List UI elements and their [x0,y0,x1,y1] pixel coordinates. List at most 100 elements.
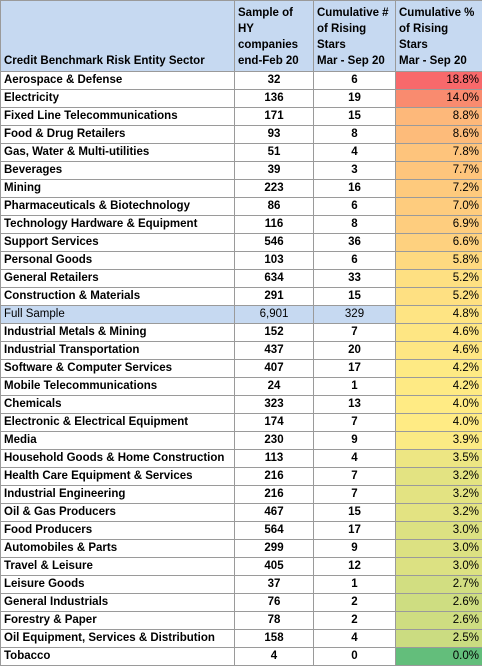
table-row: Fixed Line Telecommunications 171 15 8.8% [0,107,482,126]
table-row: Health Care Equipment & Services 216 7 3.2% [0,467,482,486]
rising-stars-pct-cell: 4.6% [395,323,482,342]
rising-stars-pct-cell: 3.5% [395,449,482,468]
rising-stars-pct-cell: 2.5% [395,629,482,648]
sector-cell: Media [0,431,235,450]
rising-stars-pct-cell: 7.0% [395,197,482,216]
sample-count-cell: 39 [234,161,314,180]
table-row: Industrial Engineering 216 7 3.2% [0,485,482,504]
sample-count-cell: 223 [234,179,314,198]
rising-stars-pct-cell: 8.6% [395,125,482,144]
rising-stars-count-cell: 2 [313,593,396,612]
table-row: Industrial Transportation 437 20 4.6% [0,341,482,360]
sector-cell: Support Services [0,233,235,252]
rising-stars-count-cell: 17 [313,521,396,540]
sample-header-line: end-Feb 20 [238,55,299,67]
rising-pct-column-header: Cumulative % of Rising Stars Mar - Sep 2… [395,0,482,72]
rising-stars-count-cell: 7 [313,485,396,504]
sample-header-line: companies [238,39,299,51]
rising-stars-pct-cell: 2.6% [395,593,482,612]
sample-count-cell: 78 [234,611,314,630]
rising-stars-pct-cell: 3.0% [395,521,482,540]
table-body: Aerospace & Defense 32 6 18.8% Electricity 13… [0,71,482,666]
table-row: Electricity 136 19 14.0% [0,89,482,108]
rising-stars-count-cell: 4 [313,629,396,648]
sector-cell: Technology Hardware & Equipment [0,215,235,234]
rising-pct-header-line: Cumulative % [399,7,475,19]
table-row: Media 230 9 3.9% [0,431,482,450]
sample-count-cell: 152 [234,323,314,342]
rising-stars-pct-cell: 3.0% [395,539,482,558]
rising-count-header-line: Mar - Sep 20 [317,55,385,67]
rising-stars-count-cell: 9 [313,431,396,450]
rising-stars-count-cell: 329 [313,305,396,324]
table-row: Personal Goods 103 6 5.8% [0,251,482,270]
sample-count-cell: 103 [234,251,314,270]
sector-cell: Chemicals [0,395,235,414]
table-row: Pharmaceuticals & Biotechnology 86 6 7.0% [0,197,482,216]
rising-stars-count-cell: 1 [313,377,396,396]
rising-stars-count-cell: 6 [313,71,396,90]
sample-count-cell: 405 [234,557,314,576]
rising-stars-count-cell: 6 [313,251,396,270]
table-row: Software & Computer Services 407 17 4.2% [0,359,482,378]
sample-count-cell: 51 [234,143,314,162]
sector-cell: Construction & Materials [0,287,235,306]
rising-stars-count-cell: 17 [313,359,396,378]
table-row: Oil Equipment, Services & Distribution 15… [0,629,482,648]
rising-stars-count-cell: 7 [313,323,396,342]
sector-cell: Pharmaceuticals & Biotechnology [0,197,235,216]
table-row: Household Goods & Home Construction 113 4 3… [0,449,482,468]
table-row: Beverages 39 3 7.7% [0,161,482,180]
header-row: Credit Benchmark Risk Entity Sector Samp… [0,0,482,72]
sector-cell: Personal Goods [0,251,235,270]
sector-cell: Oil & Gas Producers [0,503,235,522]
rising-stars-pct-cell: 0.0% [395,647,482,666]
table-row: Tobacco 4 0 0.0% [0,647,482,666]
rising-stars-count-cell: 12 [313,557,396,576]
sample-count-cell: 171 [234,107,314,126]
table-row: Travel & Leisure 405 12 3.0% [0,557,482,576]
sample-header-line: Sample of HY [238,7,293,35]
table-row: Leisure Goods 37 1 2.7% [0,575,482,594]
sample-column-header: Sample of HY companies end-Feb 20 [234,0,314,72]
sector-cell: Travel & Leisure [0,557,235,576]
sample-count-cell: 216 [234,467,314,486]
sector-cell: Industrial Metals & Mining [0,323,235,342]
sample-count-cell: 564 [234,521,314,540]
sample-count-cell: 407 [234,359,314,378]
rising-stars-pct-cell: 4.6% [395,341,482,360]
sample-count-cell: 24 [234,377,314,396]
rising-stars-count-cell: 36 [313,233,396,252]
rising-stars-count-cell: 15 [313,107,396,126]
table-row: Support Services 546 36 6.6% [0,233,482,252]
sample-count-cell: 116 [234,215,314,234]
rising-count-header-line: of Rising Stars [317,23,367,51]
sample-count-cell: 467 [234,503,314,522]
table-row: Electronic & Electrical Equipment 174 7 4.0… [0,413,482,432]
rising-stars-pct-cell: 5.2% [395,287,482,306]
rising-stars-pct-cell: 4.2% [395,377,482,396]
sample-count-cell: 76 [234,593,314,612]
sector-cell: Software & Computer Services [0,359,235,378]
table-row: General Retailers 634 33 5.2% [0,269,482,288]
sector-cell: Forestry & Paper [0,611,235,630]
sector-cell: Beverages [0,161,235,180]
rising-stars-pct-cell: 2.7% [395,575,482,594]
rising-stars-pct-cell: 6.9% [395,215,482,234]
sector-column-header: Credit Benchmark Risk Entity Sector [0,0,235,72]
rising-stars-count-cell: 3 [313,161,396,180]
rising-stars-count-cell: 1 [313,575,396,594]
rising-stars-count-cell: 8 [313,125,396,144]
sector-cell: Mobile Telecommunications [0,377,235,396]
sector-cell: Automobiles & Parts [0,539,235,558]
table-header: Credit Benchmark Risk Entity Sector Samp… [0,0,482,72]
sample-count-cell: 93 [234,125,314,144]
sector-cell: Electronic & Electrical Equipment [0,413,235,432]
sample-count-cell: 291 [234,287,314,306]
sector-cell: Health Care Equipment & Services [0,467,235,486]
rising-stars-count-cell: 7 [313,467,396,486]
table-row: Automobiles & Parts 299 9 3.0% [0,539,482,558]
table-row: Mobile Telecommunications 24 1 4.2% [0,377,482,396]
rising-stars-pct-cell: 3.2% [395,503,482,522]
sector-cell: Leisure Goods [0,575,235,594]
